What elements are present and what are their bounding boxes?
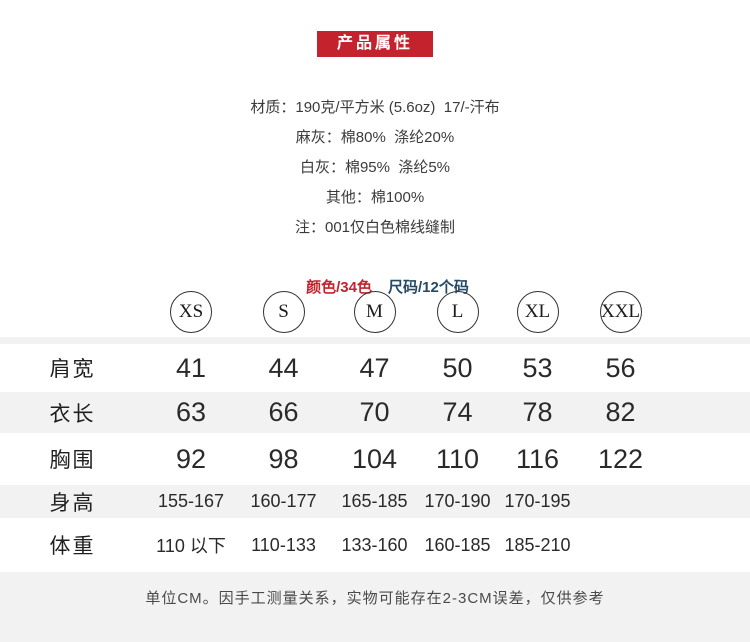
table-row-height: 身高 155-167 160-177 165-185 170-190 170-1… [0, 485, 750, 518]
section-title-banner: 产品属性 [316, 31, 433, 57]
size-circle-l: L [436, 291, 479, 333]
size-value-cell: 160-185 [424, 534, 491, 555]
size-circle-xs: XS [170, 291, 212, 333]
size-value-cell: 170-190 [424, 491, 491, 511]
size-value-cell: 165-185 [341, 491, 408, 511]
size-value-cell: 74 [442, 397, 473, 427]
row-label: 衣长 [49, 402, 96, 426]
size-value-cell: 92 [175, 443, 207, 474]
size-value-cell: 63 [175, 397, 207, 427]
row-label: 体重 [49, 535, 96, 558]
measurement-disclaimer: 单位CM。因手工测量关系，实物可能存在2-3CM误差，仅供参考 [0, 572, 750, 642]
spec-note: 注：001仅白色棉线缝制 [294, 219, 456, 236]
spec-heather-gray: 麻灰：棉80% 涤纶20% [295, 129, 455, 146]
size-value-cell: 82 [605, 397, 636, 427]
size-value-cell: 160-177 [250, 491, 317, 511]
size-value-cell: 110 以下 [156, 536, 226, 556]
color-count-label: 颜色/34色 [306, 279, 372, 296]
table-row-weight: 体重 110 以下 110-133 133-160 160-185 185-21… [0, 518, 750, 572]
size-value-cell: 155-167 [157, 491, 225, 511]
spec-material: 材质：190克/平方米 (5.6oz) 17/-汗布 [250, 99, 500, 116]
size-header-row: XS S M L XL XXL [0, 291, 750, 333]
size-value-cell: 170-195 [504, 491, 571, 511]
size-value-cell: 110-133 [251, 534, 316, 555]
size-value-cell: 44 [268, 352, 299, 383]
size-value-cell: 122 [597, 443, 644, 474]
banner-wrap: 产品属性 [0, 0, 750, 57]
size-value-cell: 133-160 [341, 534, 408, 555]
spec-lines: 材质：190克/平方米 (5.6oz) 17/-汗布 麻灰：棉80% 涤纶20%… [0, 93, 750, 296]
size-value-cell: 47 [359, 352, 390, 383]
size-value-cell: 116 [515, 443, 560, 474]
row-label: 胸围 [49, 449, 96, 472]
size-value-cell: 66 [268, 397, 299, 427]
size-value-cell: 110 [435, 443, 480, 474]
table-row-shoulder: 肩宽 41 44 47 50 53 56 [0, 344, 750, 392]
table-row-chest: 胸围 92 98 104 110 116 122 [0, 433, 750, 485]
size-circle-xl: XL [516, 291, 559, 333]
size-value-cell: 104 [351, 443, 398, 474]
size-value-cell: 70 [359, 397, 390, 427]
size-value-cell: 56 [605, 352, 636, 383]
table-row-length: 衣长 63 66 70 74 78 82 [0, 392, 750, 433]
size-value-cell: 50 [442, 352, 473, 383]
size-circle-xxl: XXL [599, 291, 642, 333]
size-value-cell: 185-210 [504, 534, 571, 555]
spec-counts: 颜色/34色 尺码/12个码 [0, 243, 750, 296]
table-top-strip [0, 337, 750, 344]
row-label: 肩宽 [49, 358, 96, 381]
spec-white-gray: 白灰：棉95% 涤纶5% [299, 159, 451, 176]
size-value-cell: 78 [522, 397, 553, 427]
size-value-cell: 41 [175, 352, 207, 383]
size-value-cell: 98 [268, 443, 299, 474]
spec-other: 其他：棉100% [325, 189, 425, 206]
size-table: 肩宽 41 44 47 50 53 56 衣长 63 66 70 74 78 8… [0, 344, 750, 642]
size-circle-m: M [353, 291, 396, 333]
size-circle-s: S [262, 291, 305, 333]
row-label: 身高 [49, 491, 96, 515]
size-value-cell: 53 [522, 352, 553, 383]
